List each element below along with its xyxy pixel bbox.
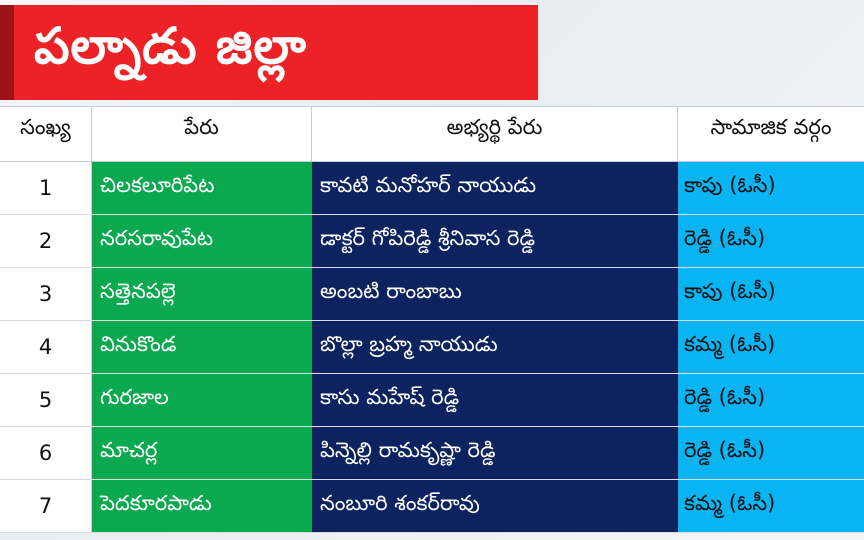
row-constituency: సత్తెనపల్లె	[92, 268, 312, 320]
row-constituency: గురజాల	[92, 374, 312, 426]
table-row: 7 పెదకూరపాడు నంబూరి శంకర్‌రావు కమ్మ (ఓసీ…	[0, 480, 864, 533]
row-candidate: అంబటి రాంబాబు	[312, 268, 678, 320]
row-number: 5	[0, 374, 92, 426]
row-constituency: నరసరావుపేట	[92, 215, 312, 267]
header-community: సామాజిక వర్గం	[710, 115, 832, 139]
row-constituency: పెదకూరపాడు	[92, 480, 312, 532]
table-row: 4 వినుకొండ బొల్లా బ్రహ్మ నాయుడు కమ్మ (ఓస…	[0, 321, 864, 374]
row-number: 1	[0, 162, 92, 214]
row-community: రెడ్డి (ఓసీ)	[678, 215, 864, 267]
row-constituency: మాచర్ల	[92, 427, 312, 479]
row-number: 3	[0, 268, 92, 320]
table-row: 6 మాచర్ల పిన్నెల్లి రామకృష్ణా రెడ్డి రెడ…	[0, 427, 864, 480]
row-candidate: పిన్నెల్లి రామకృష్ణా రెడ్డి	[312, 427, 678, 479]
table-header-row: సంఖ్య పేరు అభ్యర్థి పేరు సామాజిక వర్గం	[0, 107, 864, 162]
row-community: కాపు (ఓసీ)	[678, 268, 864, 320]
header-constituency: పేరు	[92, 107, 312, 161]
candidates-table: సంఖ్య పేరు అభ్యర్థి పేరు సామాజిక వర్గం 1…	[0, 106, 864, 533]
table-row: 1 చిలకలూరిపేట కావటి మనోహర్ నాయుడు కాపు (…	[0, 162, 864, 215]
row-community: కాపు (ఓసీ)	[678, 162, 864, 214]
row-constituency: చిలకలూరిపేట	[92, 162, 312, 214]
table-row: 5 గురజాల కాసు మహేష్ రెడ్డి రెడ్డి (ఓసీ)	[0, 374, 864, 427]
table-row: 3 సత్తెనపల్లె అంబటి రాంబాబు కాపు (ఓసీ)	[0, 268, 864, 321]
row-community: రెడ్డి (ఓసీ)	[678, 374, 864, 426]
row-community: కమ్మ (ఓసీ)	[678, 480, 864, 532]
row-number: 2	[0, 215, 92, 267]
header-candidate: అభ్యర్థి పేరు	[312, 107, 678, 161]
row-constituency: వినుకొండ	[92, 321, 312, 373]
row-number: 4	[0, 321, 92, 373]
title-banner: పల్నాడు జిల్లా	[0, 5, 538, 100]
row-candidate: డాక్టర్ గోపిరెడ్డి శ్రీనివాస రెడ్డి	[312, 215, 678, 267]
page-title: పల్నాడు జిల్లా	[34, 17, 307, 75]
header-number: సంఖ్య	[0, 107, 92, 161]
row-number: 6	[0, 427, 92, 479]
row-number: 7	[0, 480, 92, 532]
row-candidate: కావటి మనోహర్ నాయుడు	[312, 162, 678, 214]
row-candidate: బొల్లా బ్రహ్మ నాయుడు	[312, 321, 678, 373]
row-community: రెడ్డి (ఓసీ)	[678, 427, 864, 479]
row-candidate: కాసు మహేష్ రెడ్డి	[312, 374, 678, 426]
row-community: కమ్మ (ఓసీ)	[678, 321, 864, 373]
table-row: 2 నరసరావుపేట డాక్టర్ గోపిరెడ్డి శ్రీనివా…	[0, 215, 864, 268]
row-candidate: నంబూరి శంకర్‌రావు	[312, 480, 678, 532]
